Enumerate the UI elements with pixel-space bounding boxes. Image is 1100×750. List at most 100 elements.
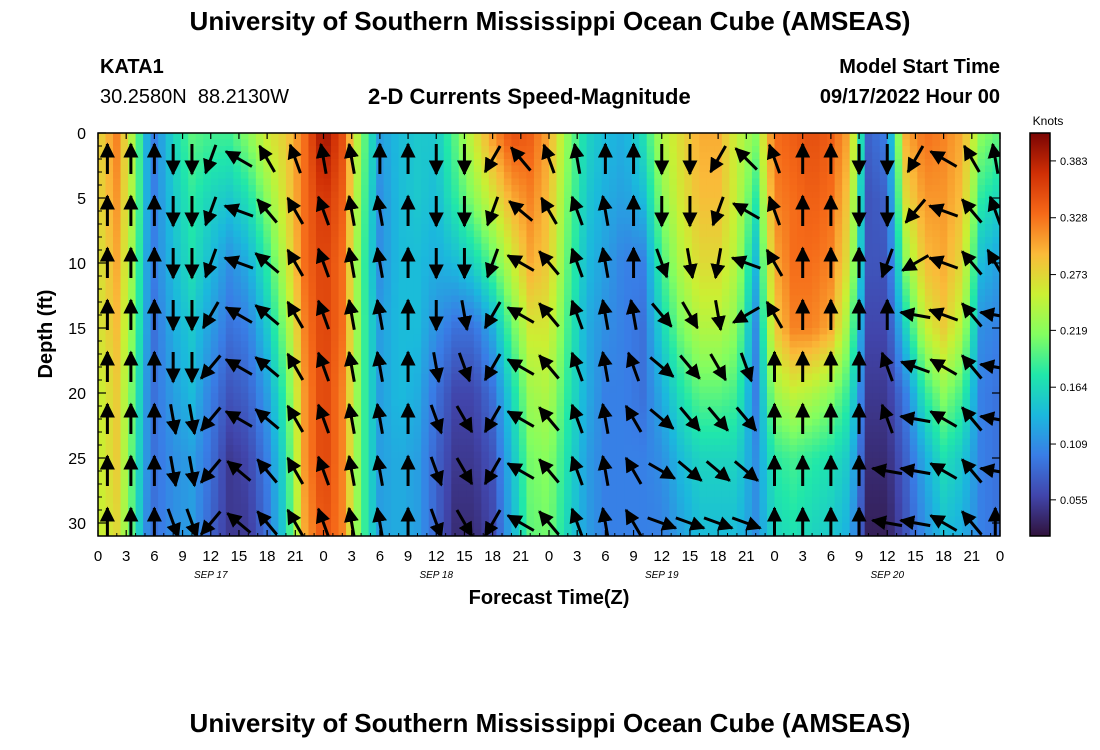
heatmap-cell [564, 224, 573, 232]
heatmap-cell [586, 308, 595, 316]
heatmap-cell [533, 185, 543, 193]
heatmap-cell [819, 165, 828, 173]
heatmap-cell [714, 334, 723, 342]
heatmap-cell [864, 198, 873, 206]
heatmap-cell [954, 380, 964, 388]
heatmap-cell [947, 393, 956, 401]
heatmap-cell [240, 302, 249, 310]
heatmap-cell [819, 217, 828, 225]
heatmap-cell [594, 191, 603, 199]
heatmap-cell [466, 159, 475, 167]
heatmap-cell [391, 139, 400, 147]
heatmap-cell [511, 347, 520, 355]
heatmap-cell [864, 263, 873, 271]
heatmap-cell [721, 276, 730, 284]
heatmap-cell [782, 224, 791, 232]
heatmap-cell [969, 354, 979, 362]
heatmap-cell [586, 159, 595, 167]
heatmap-cell [624, 146, 633, 154]
heatmap-cell [624, 133, 633, 141]
heatmap-cell [759, 282, 768, 290]
heatmap-cell [857, 152, 866, 160]
heatmap-cell [278, 230, 287, 238]
heatmap-cell [233, 393, 242, 401]
heatmap-cell [225, 354, 234, 362]
heatmap-cell [549, 373, 558, 381]
heatmap-cell [406, 315, 415, 323]
heatmap-cell [586, 191, 595, 199]
heatmap-cell [766, 373, 776, 381]
heatmap-cell [120, 211, 129, 219]
heatmap-cell [533, 308, 543, 316]
heatmap-cell [789, 256, 798, 264]
heatmap-cell [842, 315, 851, 323]
heatmap-cell [699, 263, 708, 271]
heatmap-cell [782, 217, 791, 225]
heatmap-cell [729, 276, 738, 284]
heatmap-cell [398, 263, 407, 271]
heatmap-cell [646, 250, 655, 258]
heatmap-cell [766, 289, 776, 297]
heatmap-cell [902, 393, 911, 401]
heatmap-cell [158, 386, 167, 394]
heatmap-cell [421, 295, 430, 303]
heatmap-cell [436, 354, 445, 362]
heatmap-cell [969, 237, 979, 245]
heatmap-cell [804, 243, 813, 251]
heatmap-cell [669, 315, 678, 323]
heatmap-cell [285, 263, 295, 271]
heatmap-cell [872, 217, 881, 225]
heatmap-cell [766, 334, 776, 342]
heatmap-cell [804, 341, 813, 349]
heatmap-cell [842, 230, 851, 238]
heatmap-cell [105, 237, 114, 245]
heatmap-cell [706, 243, 715, 251]
heatmap-cell [721, 386, 730, 394]
heatmap-cell [331, 360, 340, 368]
heatmap-cell [293, 198, 302, 206]
heatmap-cell [225, 380, 234, 388]
heatmap-cell [368, 230, 377, 238]
heatmap-cell [729, 360, 738, 368]
heatmap-cell [631, 237, 640, 245]
heatmap-cell [541, 295, 550, 303]
heatmap-cell [939, 172, 948, 180]
heatmap-cell [368, 315, 377, 323]
heatmap-cell [774, 224, 783, 232]
heatmap-cell [714, 282, 723, 290]
heatmap-cell [473, 133, 482, 141]
heatmap-cell [774, 373, 783, 381]
heatmap-cell [842, 211, 851, 219]
heatmap-cell [879, 289, 888, 297]
heatmap-cell [353, 146, 362, 154]
heatmap-cell [533, 178, 543, 186]
heatmap-cell [315, 178, 325, 186]
heatmap-cell [233, 237, 242, 245]
heatmap-cell [932, 139, 941, 147]
heatmap-cell [428, 373, 437, 381]
heatmap-cell [594, 347, 603, 355]
heatmap-cell [609, 399, 618, 407]
heatmap-cell [113, 399, 122, 407]
heatmap-cell [496, 308, 505, 316]
heatmap-cell [526, 243, 535, 251]
heatmap-cell [782, 360, 791, 368]
heatmap-cell [556, 178, 565, 186]
heatmap-cell [263, 321, 272, 329]
heatmap-cell [143, 295, 152, 303]
heatmap-cell [939, 393, 948, 401]
heatmap-cell [699, 308, 708, 316]
heatmap-cell [248, 178, 257, 186]
heatmap-cell [98, 276, 107, 284]
heatmap-cell [616, 321, 625, 329]
heatmap-cell [285, 380, 295, 388]
heatmap-cell [323, 399, 332, 407]
heatmap-cell [413, 146, 422, 154]
heatmap-cell [616, 263, 625, 271]
heatmap-cell [173, 295, 182, 303]
heatmap-cell [782, 165, 791, 173]
heatmap-cell [308, 263, 317, 271]
heatmap-cell [849, 139, 858, 147]
heatmap-cell [473, 373, 482, 381]
heatmap-cell [503, 159, 513, 167]
